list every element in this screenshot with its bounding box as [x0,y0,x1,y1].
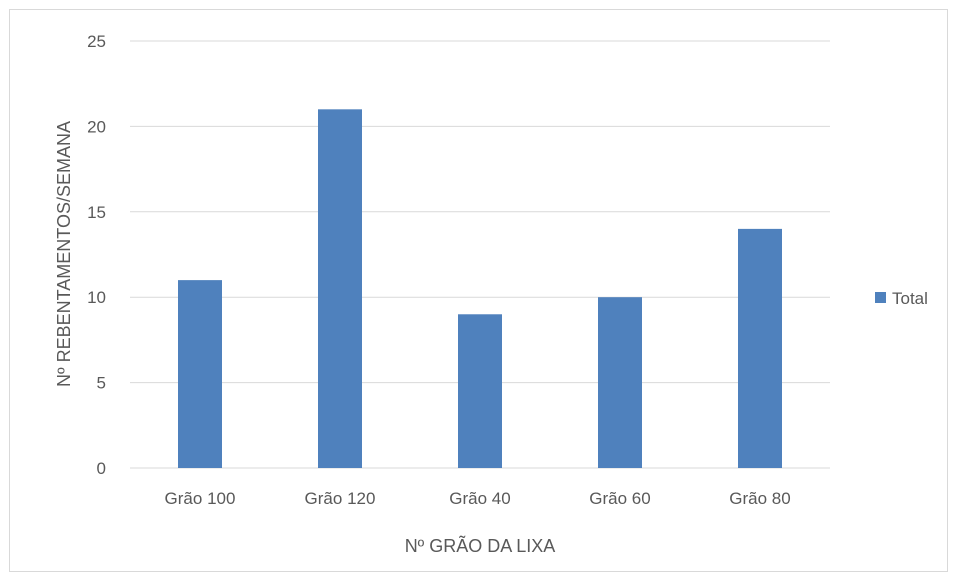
y-tick-label: 20 [87,117,106,136]
x-tick-label: Grão 80 [729,489,790,508]
bar-gr-o-120 [318,109,362,468]
bar-gr-o-100 [178,280,222,468]
y-axis-tick-labels: 0 5 10 15 20 25 [87,32,106,478]
x-axis-tick-labels: Grão 100 Grão 120 Grão 40 Grão 60 Grão 80 [165,489,791,508]
bar-gr-o-80 [738,228,782,468]
x-tick-label: Grão 60 [589,489,650,508]
x-axis-title: Nº GRÃO DA LIXA [405,535,556,556]
chart-area [9,9,948,572]
legend: Total [875,289,928,308]
gridlines [130,40,830,469]
y-tick-label: 10 [87,288,106,307]
legend-label-total: Total [892,289,928,308]
y-tick-label: 5 [97,374,106,393]
bar-gr-o-60 [598,297,642,468]
y-tick-label: 15 [87,203,106,222]
x-tick-label: Grão 40 [449,489,510,508]
y-tick-label: 25 [87,32,106,51]
bar-gr-o-40 [458,314,502,468]
bars [178,109,782,468]
y-axis-title: Nº REBENTAMENTOS/SEMANA [54,121,74,387]
x-tick-label: Grão 120 [305,489,376,508]
legend-swatch-total [875,292,886,303]
x-tick-label: Grão 100 [165,489,236,508]
y-tick-label: 0 [97,459,106,478]
